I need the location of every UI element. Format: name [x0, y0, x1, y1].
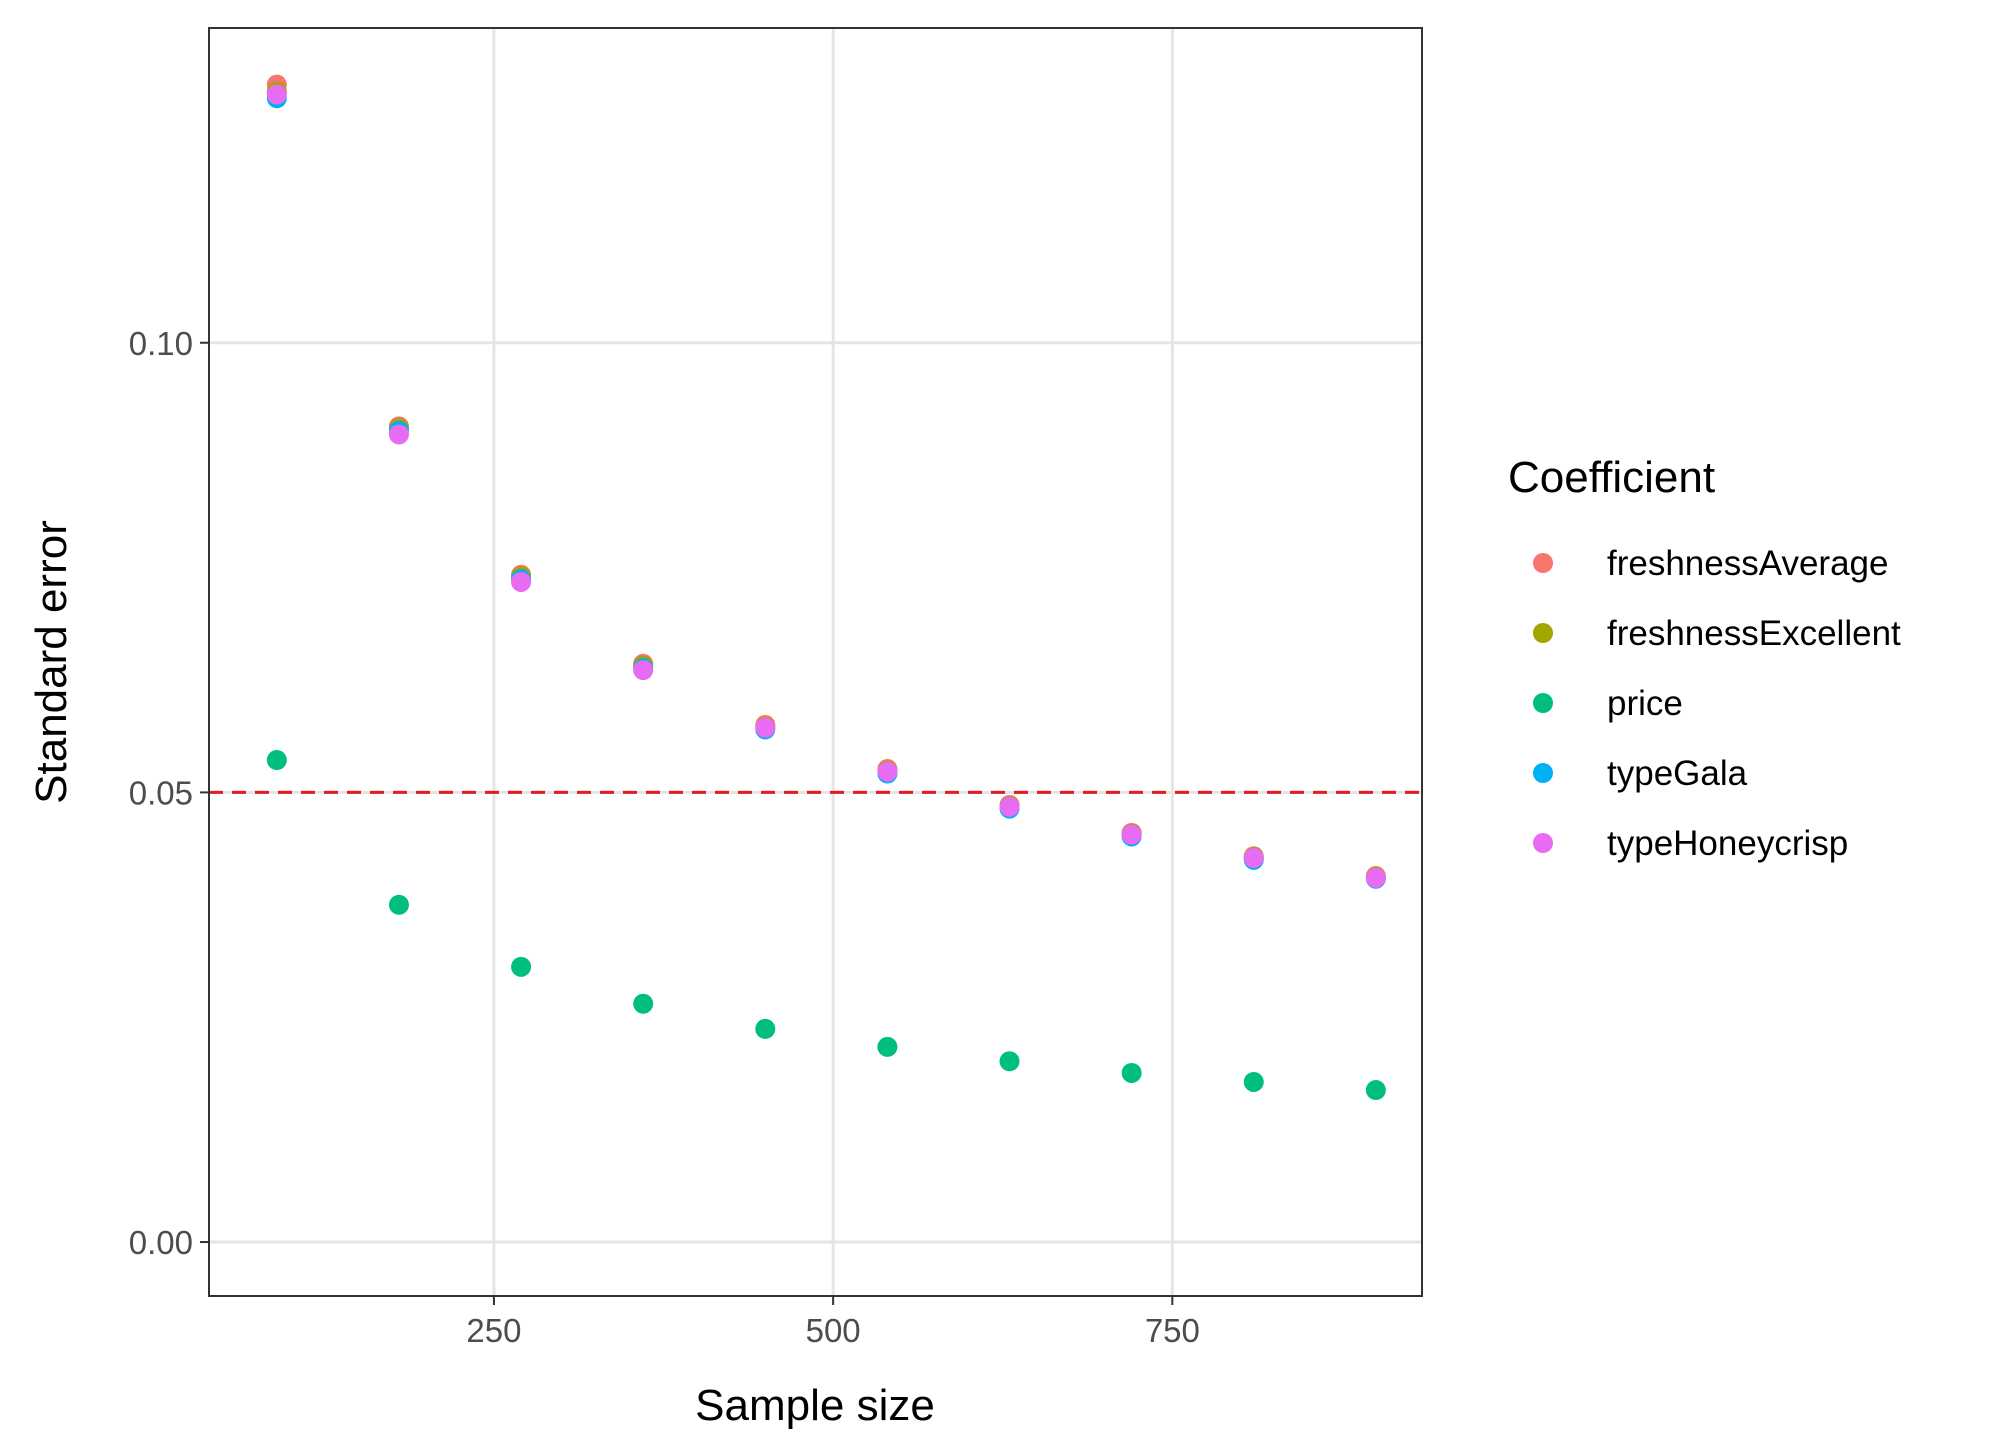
data-point-typeHoneycrisp — [999, 796, 1020, 817]
x-axis: 250 500 750 — [466, 1296, 1200, 1349]
data-point-price — [266, 750, 287, 771]
legend-label-typeGala: typeGala — [1607, 754, 1748, 793]
data-point-price — [999, 1051, 1020, 1072]
legend-label-price: price — [1607, 684, 1683, 723]
data-point-typeHoneycrisp — [877, 761, 898, 782]
x-tick-label: 500 — [806, 1312, 861, 1349]
legend-title: Coefficient — [1508, 453, 1715, 502]
data-point-typeHoneycrisp — [755, 717, 776, 738]
y-tick-label: 0.10 — [129, 325, 193, 362]
legend-key-typeHoneycrisp — [1533, 833, 1553, 853]
legend-label-freshnessExcellent: freshnessExcellent — [1607, 614, 1901, 653]
y-tick-label: 0.00 — [129, 1224, 193, 1261]
x-tick-label: 250 — [466, 1312, 521, 1349]
legend-key-price — [1533, 693, 1553, 713]
data-point-typeHoneycrisp — [1121, 824, 1142, 845]
x-axis-title: Sample size — [695, 1381, 935, 1430]
plot-panel-border — [208, 27, 1423, 1297]
data-point-price — [755, 1018, 776, 1039]
legend-label-freshnessAverage: freshnessAverage — [1607, 544, 1888, 583]
data-point-typeHoneycrisp — [1365, 867, 1386, 888]
legend-key-typeGala — [1533, 763, 1553, 783]
legend-items: freshnessAverage freshnessExcellent price t… — [1533, 544, 1901, 863]
plot-background — [209, 28, 1422, 1296]
legend: Coefficient freshnessAverage freshnessExc… — [1508, 453, 1901, 863]
legend-label-typeHoneycrisp: typeHoneycrisp — [1607, 824, 1848, 863]
data-point-price — [1121, 1062, 1142, 1083]
data-point-price — [1365, 1080, 1386, 1101]
y-tick-label: 0.05 — [129, 774, 193, 811]
data-point-price — [388, 894, 409, 915]
data-point-typeHoneycrisp — [1243, 848, 1264, 869]
y-axis: 0.00 0.05 0.10 — [129, 325, 209, 1261]
data-point-price — [877, 1036, 898, 1057]
x-tick-label: 750 — [1145, 1312, 1200, 1349]
data-point-price — [511, 956, 532, 977]
data-point-typeHoneycrisp — [511, 571, 532, 592]
legend-key-freshnessAverage — [1533, 553, 1553, 573]
data-point-price — [1243, 1071, 1264, 1092]
data-point-typeHoneycrisp — [266, 84, 287, 105]
legend-key-freshnessExcellent — [1533, 623, 1553, 643]
data-point-price — [633, 993, 654, 1014]
data-points — [266, 74, 1386, 1101]
data-point-typeHoneycrisp — [633, 660, 654, 681]
y-axis-title: Standard error — [27, 520, 76, 804]
data-point-typeHoneycrisp — [388, 424, 409, 445]
